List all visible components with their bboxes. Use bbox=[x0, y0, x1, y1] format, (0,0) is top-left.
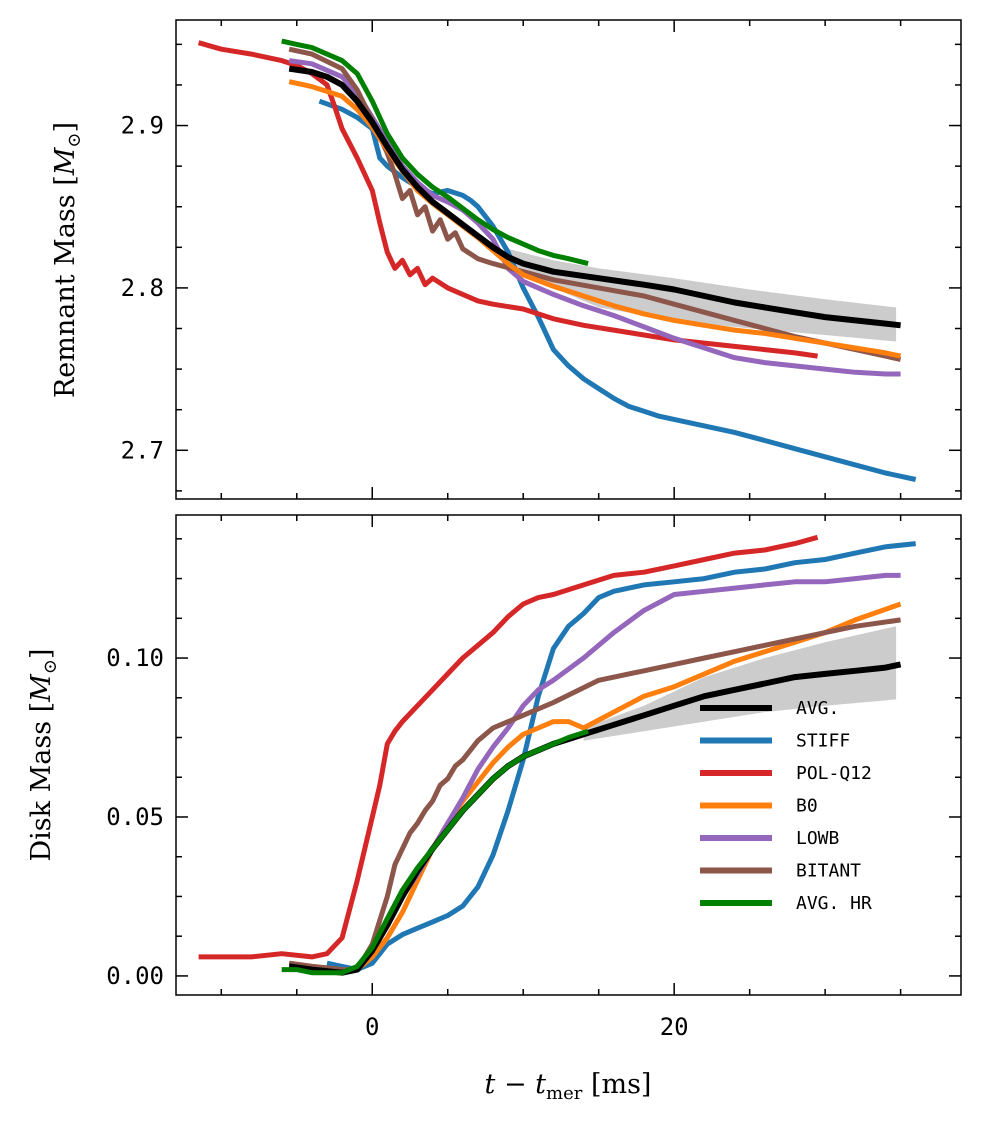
bottom-xtick-label: 20 bbox=[660, 1013, 689, 1041]
legend-label-b0: B0 bbox=[796, 796, 818, 817]
legend-label-lowb: LOWB bbox=[796, 828, 839, 849]
top-ylabel: Remnant Mass [M⊙] bbox=[50, 122, 85, 398]
top-ytick-label: 2.9 bbox=[121, 112, 164, 140]
bottom-series-stiff bbox=[326, 541, 916, 973]
bottom-ytick-label: 0.10 bbox=[106, 644, 164, 672]
bottom-ytick-label: 0.00 bbox=[106, 962, 164, 990]
disk-mass-panel: 0.00 0.05 0.10 0 20 bbox=[106, 514, 962, 1041]
legend: AVG. STIFF POL-Q12 B0 LOWB BITANT AVG. HR bbox=[700, 698, 872, 914]
legend-label-pol-q12: POL-Q12 bbox=[796, 763, 872, 784]
top-ytick-label: 2.8 bbox=[121, 274, 164, 302]
remnant-mass-panel: 2.7 2.8 2.9 bbox=[121, 19, 962, 500]
bottom-series-avg-hr bbox=[281, 728, 589, 976]
bottom-xtick-label: 0 bbox=[365, 1013, 379, 1041]
bottom-series-b0 bbox=[288, 601, 902, 973]
top-axes-frame bbox=[175, 19, 962, 500]
legend-label-avg: AVG. bbox=[796, 698, 839, 719]
top-series-pol-q12 bbox=[197, 40, 818, 359]
top-ytick-label: 2.7 bbox=[121, 436, 164, 464]
bottom-ytick-label: 0.05 bbox=[106, 803, 164, 831]
top-series-avg-hr bbox=[281, 38, 589, 267]
legend-label-stiff: STIFF bbox=[796, 731, 850, 752]
bottom-series-pol-q12 bbox=[198, 534, 819, 960]
bottom-xlabel: t − tmer [ms] bbox=[485, 1069, 652, 1104]
top-series-avg bbox=[288, 65, 901, 329]
legend-label-avg-hr: AVG. HR bbox=[796, 893, 872, 914]
bottom-series-bitant bbox=[288, 617, 901, 973]
bottom-avg-band bbox=[583, 626, 897, 741]
legend-label-bitant: BITANT bbox=[796, 861, 861, 882]
bottom-axes-frame bbox=[175, 514, 962, 996]
bottom-ylabel: Disk Mass [M⊙] bbox=[26, 649, 61, 862]
